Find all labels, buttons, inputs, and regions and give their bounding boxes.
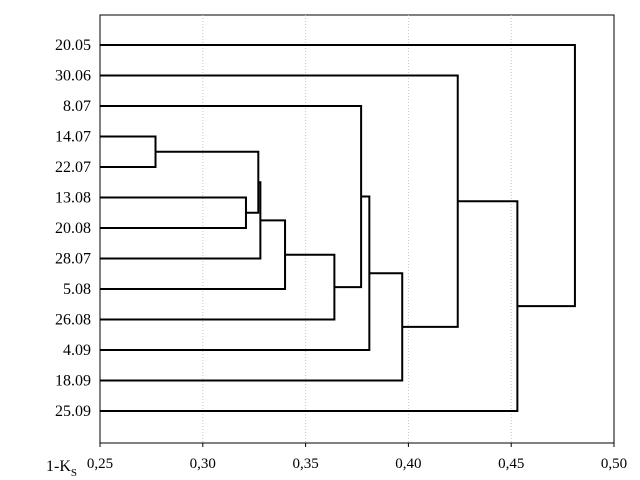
x-axis-label: 1-KS xyxy=(46,458,77,479)
leaf-label: 18.09 xyxy=(55,373,91,390)
leaf-label: 13.08 xyxy=(55,190,91,207)
leaf-label: 5.08 xyxy=(63,281,91,298)
leaf-label: 8.07 xyxy=(63,98,91,115)
x-tick-label: 0,25 xyxy=(87,456,113,472)
leaf-label: 20.08 xyxy=(55,220,91,237)
dendrogram-link xyxy=(100,44,576,308)
leaf-label: 30.06 xyxy=(55,68,91,85)
leaf-label: 4.09 xyxy=(63,342,91,359)
x-tick-label: 0,40 xyxy=(395,456,421,472)
x-axis-ticks: 0,25 0,30 0,35 0,40 0,45 0,50 xyxy=(87,443,627,472)
leaf-label: 26.08 xyxy=(55,312,91,329)
leaf-label: 20.05 xyxy=(55,37,91,54)
dendrogram-links xyxy=(100,44,576,412)
x-tick-label: 0,30 xyxy=(190,456,216,472)
leaf-label: 22.07 xyxy=(55,159,91,176)
x-axis-label-subscript: S xyxy=(71,467,77,479)
x-tick-label: 0,35 xyxy=(292,456,318,472)
x-tick-label: 0,45 xyxy=(498,456,524,472)
leaf-label: 28.07 xyxy=(55,251,91,268)
leaf-label: 14.07 xyxy=(55,129,91,146)
leaf-labels: 20.05 30.06 8.07 14.07 22.07 13.08 20.08 28.07 5… xyxy=(55,37,91,420)
x-tick-label: 0,50 xyxy=(601,456,627,472)
leaf-label: 25.09 xyxy=(55,403,91,420)
